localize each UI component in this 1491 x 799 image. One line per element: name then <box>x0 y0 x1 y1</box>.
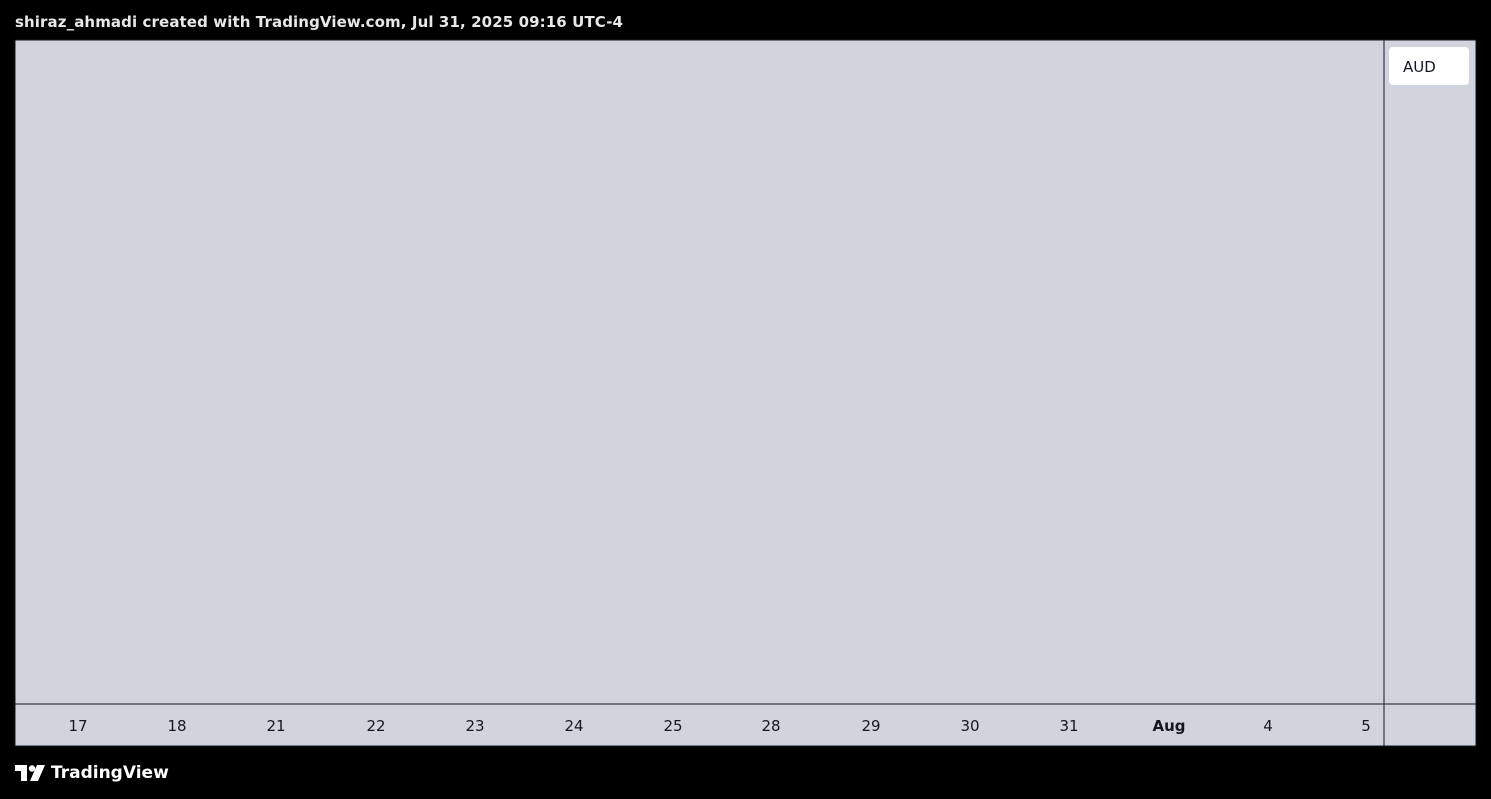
time-tick-2: 21 <box>266 717 285 735</box>
currency-button[interactable]: AUD <box>1389 47 1469 85</box>
time-tick-5: 24 <box>564 717 583 735</box>
time-axis-labels: 17 18 21 22 23 24 25 28 29 30 31 Aug 4 5 <box>68 717 1370 735</box>
time-tick-11: Aug <box>1152 717 1185 735</box>
time-tick-12: 4 <box>1263 717 1273 735</box>
time-tick-1: 18 <box>167 717 186 735</box>
currency-button-label[interactable]: AUD <box>1403 58 1436 76</box>
time-tick-7: 28 <box>761 717 780 735</box>
chart-frame <box>14 39 1477 747</box>
time-tick-4: 23 <box>465 717 484 735</box>
time-tick-8: 29 <box>861 717 880 735</box>
time-tick-6: 25 <box>663 717 682 735</box>
time-tick-13: 5 <box>1361 717 1371 735</box>
tradingview-logo-icon <box>15 765 45 781</box>
tradingview-logo[interactable]: TradingView <box>15 763 169 783</box>
time-tick-3: 22 <box>366 717 385 735</box>
time-tick-0: 17 <box>68 717 87 735</box>
tradingview-brand-text: TradingView <box>51 763 169 783</box>
time-tick-9: 30 <box>960 717 979 735</box>
time-tick-10: 31 <box>1059 717 1078 735</box>
attribution-text: shiraz_ahmadi created with TradingView.c… <box>15 13 624 31</box>
